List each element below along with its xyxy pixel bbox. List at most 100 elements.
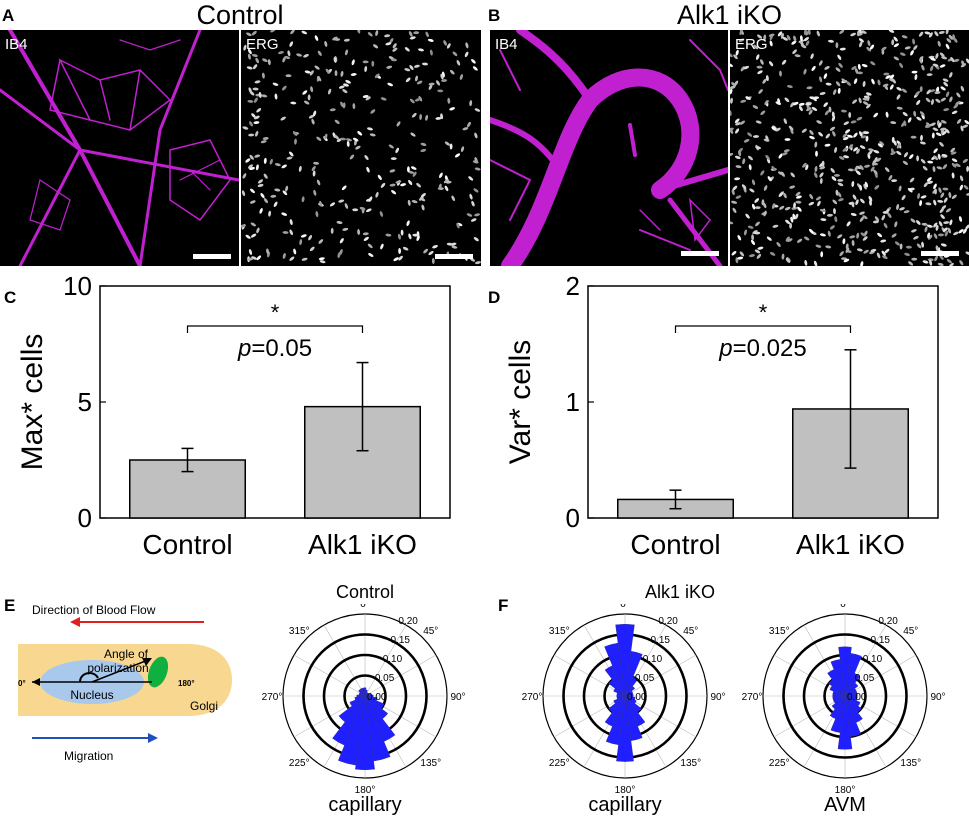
erg-nucleus [842, 147, 848, 152]
polar-f-caption-capillary: capillary [588, 794, 662, 816]
rose-wedge [616, 695, 634, 762]
erg-nucleus [369, 133, 376, 137]
erg-nucleus [809, 135, 815, 140]
rose-wedge [624, 651, 643, 697]
erg-nucleus [899, 62, 904, 69]
erg-nucleus [285, 185, 289, 192]
angle-tick-label: 0° [840, 604, 850, 610]
erg-nucleus [311, 165, 316, 172]
erg-nucleus [255, 57, 260, 64]
erg-nucleus [820, 218, 827, 222]
erg-nucleus [945, 91, 950, 98]
erg-nucleus [384, 34, 391, 38]
erg-nucleus [247, 257, 254, 261]
erg-nucleus [928, 234, 933, 240]
erg-nucleus [819, 91, 826, 96]
erg-nucleus [801, 128, 807, 133]
polar-e-title: Control [335, 582, 395, 602]
erg-nucleus [366, 208, 372, 213]
erg-nucleus [731, 250, 737, 256]
erg-nucleus [343, 38, 350, 42]
erg-nucleus [937, 153, 941, 160]
erg-nucleus [467, 121, 471, 128]
erg-nucleus [732, 185, 738, 191]
erg-nucleus [474, 167, 481, 171]
erg-nucleus [730, 63, 733, 67]
erg-nucleus [927, 232, 931, 239]
erg-nucleus [436, 80, 440, 86]
erg-nuclei-group [241, 30, 481, 265]
erg-nucleus [867, 40, 871, 47]
erg-nucleus [250, 188, 255, 194]
erg-nucleus [357, 229, 361, 235]
erg-nucleus [266, 248, 270, 255]
erg-nucleus [821, 160, 825, 167]
erg-nucleus [412, 171, 417, 177]
erg-nucleus [862, 236, 868, 241]
erg-nucleus [916, 220, 921, 225]
erg-nucleus [924, 31, 931, 35]
erg-nucleus [938, 187, 942, 194]
erg-nucleus [312, 110, 317, 117]
angle-label-2: polarization [87, 661, 148, 675]
erg-nucleus [955, 163, 961, 168]
erg-nucleus [416, 182, 422, 188]
erg-nucleus [246, 66, 253, 70]
erg-nucleus [899, 207, 905, 211]
erg-nucleus [939, 142, 944, 147]
erg-nucleus [916, 116, 922, 121]
erg-nucleus [849, 235, 856, 239]
erg-nucleus [406, 166, 410, 173]
x-category-label: Alk1 iKO [796, 529, 905, 560]
erg-nucleus [910, 50, 914, 56]
erg-nucleus [776, 242, 781, 247]
radial-tick-label: 0.20 [878, 616, 898, 627]
erg-nucleus [927, 160, 934, 164]
alk1-ib4-label: IB4 [495, 36, 518, 53]
erg-nucleus [806, 86, 813, 90]
erg-nucleus [469, 100, 473, 107]
erg-nucleus [435, 116, 442, 120]
erg-nucleus [845, 243, 849, 250]
erg-nucleus [389, 38, 394, 44]
erg-nucleus [866, 46, 872, 52]
erg-nucleus [732, 207, 737, 214]
erg-nucleus [445, 180, 452, 184]
chart-c-max-cells: 0 5 10 Max* cells Control Alk1 iKO * p=0.05 [16, 271, 451, 560]
erg-nucleus [368, 253, 374, 257]
erg-nucleus [329, 202, 336, 207]
erg-nucleus [754, 249, 761, 254]
erg-nucleus [828, 106, 832, 113]
alk1-erg-nuclei [730, 30, 969, 266]
erg-nucleus [419, 197, 426, 202]
erg-nucleus [357, 30, 361, 34]
erg-nucleus [841, 78, 847, 83]
erg-nucleus [911, 229, 917, 233]
erg-nucleus [939, 64, 946, 68]
erg-nucleus [783, 192, 787, 199]
erg-nucleus [274, 188, 281, 192]
erg-nucleus [827, 230, 831, 237]
erg-nucleus [408, 233, 412, 240]
erg-nucleus [945, 30, 949, 35]
erg-nucleus [258, 92, 262, 98]
erg-nucleus [251, 53, 258, 58]
erg-nucleus [308, 235, 313, 241]
erg-nucleus [289, 41, 294, 47]
erg-nucleus [948, 34, 953, 40]
erg-nucleus [904, 252, 910, 257]
erg-nucleus [754, 198, 760, 203]
erg-nucleus [302, 90, 308, 95]
polar-e-caption: capillary [328, 794, 402, 816]
erg-nucleus [294, 138, 297, 145]
erg-nucleus [910, 218, 916, 223]
erg-nucleus [819, 166, 826, 170]
erg-nucleus [850, 212, 857, 217]
erg-nucleus [471, 58, 476, 64]
alk1-erg-scale-bar [921, 251, 959, 256]
erg-nucleus [842, 136, 849, 141]
erg-nucleus [758, 89, 763, 94]
erg-nucleus [841, 257, 847, 260]
erg-nucleus [920, 195, 927, 199]
erg-nucleus [273, 201, 278, 208]
